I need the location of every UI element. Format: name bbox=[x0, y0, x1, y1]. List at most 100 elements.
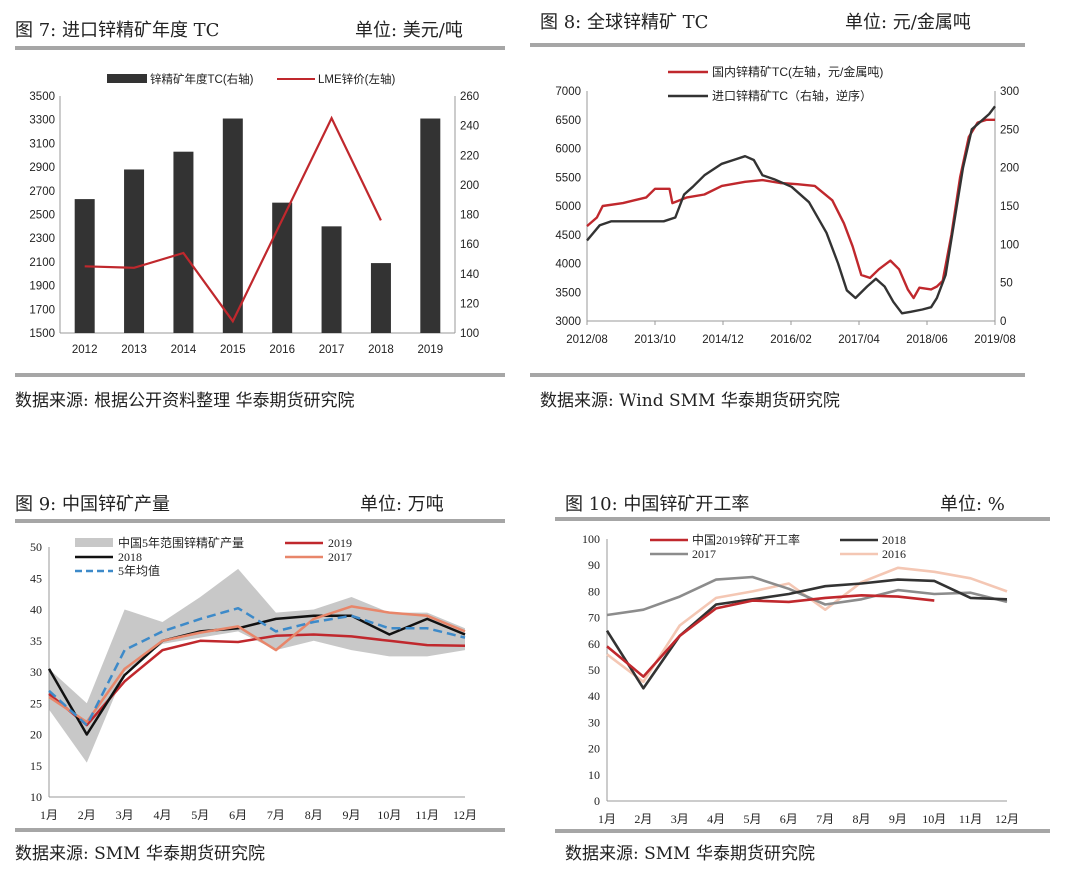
chart-canvas: 3000 3500 4000 4500 5000 5500 6000 6500 7000 0 50 1… bbox=[555, 64, 1019, 346]
series-line bbox=[586, 105, 996, 315]
chart-unit: 单位: 元/金属吨 bbox=[845, 12, 971, 33]
y-tick-label-right: 120 bbox=[460, 298, 479, 310]
x-tick-label: 2012/08 bbox=[566, 334, 608, 346]
series-line bbox=[47, 614, 466, 736]
x-tick-label: 2015 bbox=[220, 344, 246, 356]
legend-label: 锌精矿年度TC(右轴) bbox=[150, 72, 254, 86]
x-tick-label: 2016/02 bbox=[770, 334, 812, 346]
legend-label: 2016 bbox=[882, 547, 906, 561]
x-tick-label: 11月 bbox=[959, 812, 983, 826]
chart-panel-zinc-output: 图 9: 中国锌矿产量 单位: 万吨 10 15 20 25 30 35 40 45 50 1月 2… bbox=[15, 490, 510, 870]
y-tick-label: 50 bbox=[30, 540, 42, 554]
y-tick-label-right: 240 bbox=[460, 121, 479, 133]
y-tick-label: 70 bbox=[588, 611, 600, 625]
series-line bbox=[606, 566, 1008, 684]
y-tick-label-right: 150 bbox=[1000, 201, 1019, 213]
y-tick-label-right: 220 bbox=[460, 150, 479, 162]
chart-unit: 单位: 美元/吨 bbox=[355, 20, 463, 41]
y-tick-label-left: 6000 bbox=[555, 144, 581, 156]
y-tick-label-left: 3500 bbox=[555, 287, 581, 299]
legend-label: 5年均值 bbox=[118, 563, 160, 578]
y-tick-label-left: 2100 bbox=[29, 257, 55, 269]
header-divider bbox=[555, 517, 1050, 521]
y-tick-label-right: 160 bbox=[460, 239, 479, 251]
x-tick-label: 1月 bbox=[598, 812, 616, 826]
header-divider bbox=[15, 46, 505, 50]
x-tick-label: 2017 bbox=[319, 344, 345, 356]
header-divider bbox=[530, 43, 1025, 47]
y-tick-label-left: 1500 bbox=[29, 328, 55, 340]
y-tick-label: 40 bbox=[30, 603, 42, 617]
y-tick-label-left: 4500 bbox=[555, 230, 581, 242]
legend-label: 2017 bbox=[692, 547, 716, 561]
bar bbox=[370, 263, 391, 333]
y-tick-label-right: 0 bbox=[1000, 316, 1006, 328]
y-tick-label-left: 7000 bbox=[555, 86, 581, 98]
chart-title: 图 10: 中国锌矿开工率 bbox=[565, 494, 750, 515]
x-tick-label: 1月 bbox=[40, 808, 58, 822]
bar bbox=[222, 118, 243, 333]
footer-divider bbox=[555, 829, 1050, 833]
x-tick-label: 12月 bbox=[453, 808, 477, 822]
chart-panel-tc-annual: 图 7: 进口锌精矿年度 TC 单位: 美元/吨 1500 1700 1900 210… bbox=[15, 16, 510, 416]
y-tick-label-right: 260 bbox=[460, 91, 479, 103]
y-tick-label-right: 200 bbox=[460, 180, 479, 192]
chart-panel-operating-rate: 图 10: 中国锌矿开工率 单位: % 0 10 20 30 40 50 60 70 80 90 1… bbox=[555, 490, 1060, 870]
x-tick-label: 6月 bbox=[229, 808, 247, 822]
x-tick-label: 3月 bbox=[116, 808, 134, 822]
x-tick-label: 2018 bbox=[368, 344, 394, 356]
y-tick-label-left: 6500 bbox=[555, 115, 581, 127]
bar bbox=[124, 169, 145, 333]
y-tick-label: 30 bbox=[588, 715, 600, 729]
footer-divider bbox=[530, 373, 1025, 377]
x-tick-label: 2012 bbox=[72, 344, 98, 356]
x-tick-label: 2013 bbox=[121, 344, 147, 356]
legend-label: 2018 bbox=[882, 533, 906, 547]
legend-swatch bbox=[107, 74, 147, 83]
x-tick-label: 2017/04 bbox=[838, 334, 880, 346]
y-tick-label: 10 bbox=[30, 790, 42, 804]
x-tick-label: 2014/12 bbox=[702, 334, 744, 346]
x-tick-label: 5月 bbox=[743, 812, 761, 826]
y-tick-label-right: 300 bbox=[1000, 86, 1019, 98]
series-line bbox=[48, 606, 466, 727]
y-tick-label-right: 140 bbox=[460, 269, 479, 281]
bar bbox=[321, 226, 342, 333]
y-tick-label-left: 2900 bbox=[29, 162, 55, 174]
x-tick-label: 2月 bbox=[78, 808, 96, 822]
chart-unit: 单位: % bbox=[940, 494, 1005, 515]
header-divider bbox=[15, 519, 505, 523]
y-tick-label-right: 100 bbox=[460, 328, 479, 340]
chart-title: 图 9: 中国锌矿产量 bbox=[15, 494, 170, 515]
x-tick-label: 4月 bbox=[707, 812, 725, 826]
footer-divider bbox=[15, 828, 505, 832]
y-tick-label: 100 bbox=[582, 532, 600, 546]
y-tick-label: 15 bbox=[30, 759, 42, 773]
x-tick-label: 7月 bbox=[267, 808, 285, 822]
y-tick-label-left: 5500 bbox=[555, 172, 581, 184]
y-tick-label: 10 bbox=[588, 768, 600, 782]
y-tick-label-right: 200 bbox=[1000, 163, 1019, 175]
x-tick-label: 8月 bbox=[853, 812, 871, 826]
legend-label: 中国2019锌矿开工率 bbox=[692, 532, 800, 547]
chart-source: 数据来源: Wind SMM 华泰期货研究院 bbox=[540, 391, 840, 411]
legend-label: 国内锌精矿TC(左轴，元/金属吨) bbox=[712, 64, 883, 79]
y-tick-label: 45 bbox=[30, 571, 42, 585]
x-tick-label: 2019/08 bbox=[974, 334, 1016, 346]
x-tick-label: 8月 bbox=[305, 808, 323, 822]
y-tick-label: 20 bbox=[588, 742, 600, 756]
legend-label: 进口锌精矿TC（右轴，逆序） bbox=[712, 88, 872, 103]
chart-title: 图 8: 全球锌精矿 TC bbox=[540, 12, 709, 33]
chart-unit: 单位: 万吨 bbox=[360, 494, 444, 515]
y-tick-label: 30 bbox=[30, 665, 42, 679]
y-tick-label-right: 250 bbox=[1000, 124, 1019, 136]
bar bbox=[420, 118, 441, 333]
series-line bbox=[84, 115, 382, 324]
y-tick-label-right: 180 bbox=[460, 210, 479, 222]
y-tick-label-left: 1900 bbox=[29, 281, 55, 293]
x-tick-label: 2014 bbox=[171, 344, 197, 356]
x-tick-label: 5月 bbox=[191, 808, 209, 822]
chart-panel-global-tc: 图 8: 全球锌精矿 TC 单位: 元/金属吨 3000 3500 4000 4500… bbox=[530, 8, 1040, 418]
y-tick-label: 25 bbox=[30, 696, 42, 710]
x-tick-label: 9月 bbox=[889, 812, 907, 826]
